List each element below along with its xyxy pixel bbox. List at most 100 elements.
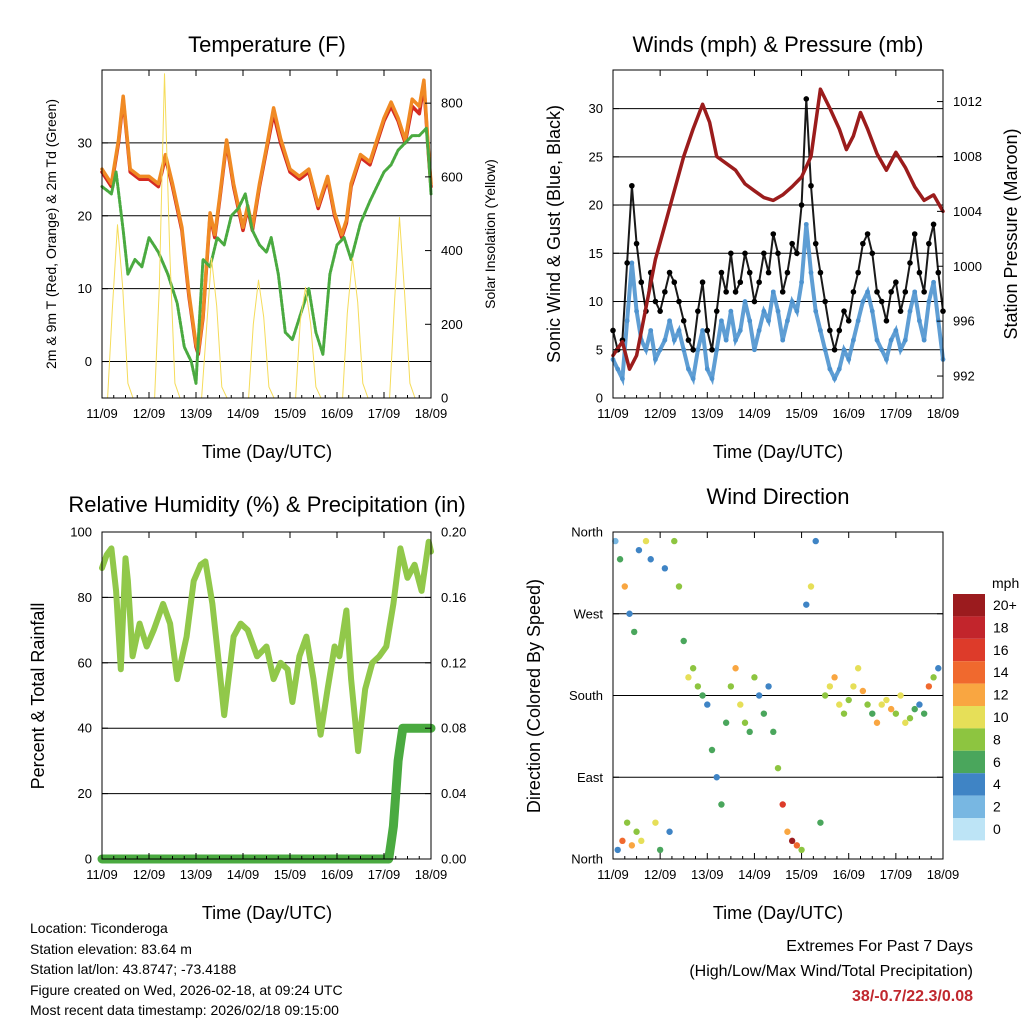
- gust-point: [926, 240, 932, 247]
- solar-series-line: [101, 73, 432, 399]
- direction-point: [671, 537, 678, 545]
- gust-point: [685, 337, 692, 343]
- direction-point: [817, 819, 824, 826]
- wind-point: [794, 308, 800, 314]
- x-tick-label: 11/09: [597, 406, 629, 421]
- colorbar-swatch: [953, 818, 985, 841]
- gust-point: [878, 298, 885, 305]
- x-tick-label: 17/09: [880, 406, 913, 421]
- gust-point: [751, 298, 758, 305]
- direction-point: [626, 610, 633, 617]
- wind-point: [879, 347, 885, 353]
- wind-point: [907, 308, 913, 314]
- y2-tick-label: 1012: [953, 94, 982, 109]
- speed-colorbar: mph 20+ 18 16 14 12 10 8 6 4 2 0: [953, 575, 1019, 841]
- x-tick-label: 14/09: [738, 406, 771, 421]
- gust-point: [709, 346, 715, 353]
- colorbar-swatch: [953, 683, 985, 706]
- gust-point: [794, 250, 800, 257]
- wind-point: [874, 337, 880, 343]
- y-axis-label: Sonic Wind & Gust (Blue, Black): [544, 105, 564, 363]
- y-tick-label: 20: [78, 208, 92, 223]
- x-tick-label: 16/09: [832, 406, 865, 421]
- gust-point: [746, 269, 753, 276]
- direction-point: [713, 774, 720, 781]
- x-tick-label: 11/09: [86, 867, 118, 882]
- wind-point: [728, 308, 734, 314]
- direction-point: [774, 764, 782, 772]
- y-tick-label: 10: [589, 294, 603, 309]
- direction-point: [869, 710, 876, 717]
- direction-point: [784, 828, 791, 835]
- direction-point: [873, 719, 881, 726]
- direction-point: [631, 628, 638, 636]
- gust-point: [629, 182, 635, 189]
- wind-point: [902, 337, 908, 343]
- x-tick-label: 14/09: [227, 406, 260, 421]
- x-tick-label: 18/09: [927, 867, 960, 882]
- wind-point: [822, 347, 828, 353]
- gust-point: [728, 250, 734, 257]
- x-tick-label: 12/09: [133, 867, 166, 882]
- wind-point: [629, 260, 635, 266]
- direction-point: [718, 801, 725, 808]
- y2-tick-label: 0.20: [441, 525, 466, 540]
- y-tick-label: 20: [589, 198, 603, 213]
- wind-point: [808, 270, 814, 275]
- y2-tick-label: 0.08: [441, 721, 466, 736]
- wind-point: [676, 328, 682, 333]
- y2-tick-label: 1008: [953, 149, 982, 164]
- precip-series-line: [97, 723, 436, 864]
- gust-point: [893, 279, 899, 286]
- direction-point: [633, 828, 640, 835]
- wind-point: [855, 318, 861, 324]
- direction-point: [755, 692, 763, 699]
- wind-point: [841, 347, 847, 353]
- x-tick-label: 14/09: [227, 867, 260, 882]
- wind-point: [921, 337, 927, 343]
- direction-point: [652, 819, 659, 826]
- wind-point: [686, 366, 691, 372]
- y-tick-label: North: [571, 525, 603, 540]
- gust-point: [657, 308, 663, 314]
- gust-point: [860, 240, 866, 247]
- x-tick-label: 15/09: [785, 406, 818, 421]
- x-tick-label: 15/09: [274, 867, 307, 882]
- wind-point: [695, 347, 701, 353]
- gust-point: [812, 240, 819, 247]
- winds-panel: 11/09 12/09 13/09 14/09 15/09 16/09 17/09 18/09…: [544, 32, 1021, 462]
- wind-point: [851, 337, 856, 343]
- direction-point: [619, 837, 626, 845]
- y2-tick-label: 996: [953, 314, 975, 329]
- x-tick-label: 13/09: [180, 867, 213, 882]
- wind-point: [912, 289, 918, 295]
- gust-point: [713, 308, 720, 314]
- y-tick-label: East: [577, 770, 603, 785]
- wind-point: [860, 299, 866, 304]
- x-axis-label: Time (Day/UTC): [713, 442, 843, 462]
- direction-point: [864, 701, 871, 708]
- colorbar-label: 6: [993, 754, 1001, 770]
- direction-point: [699, 692, 706, 699]
- direction-point: [798, 846, 805, 854]
- gust-point: [680, 318, 687, 324]
- gust-point: [732, 289, 739, 295]
- wind-point: [719, 318, 724, 324]
- y-tick-label: 100: [70, 525, 92, 540]
- wind-point: [634, 308, 639, 314]
- direction-point: [935, 665, 942, 672]
- wind-point: [723, 337, 729, 343]
- gust-point: [779, 289, 786, 295]
- y-tick-label: 25: [589, 149, 603, 164]
- direction-point: [642, 537, 650, 545]
- y2-tick-label: 0: [441, 391, 448, 406]
- wind-point: [917, 318, 922, 324]
- colorbar-label: 2: [993, 799, 1001, 815]
- y-tick-label: 40: [78, 721, 92, 736]
- wind-point: [888, 337, 894, 343]
- direction-point: [793, 842, 801, 849]
- x-tick-label: 13/09: [691, 867, 724, 882]
- wind-point: [898, 347, 903, 353]
- gust-point: [888, 289, 894, 295]
